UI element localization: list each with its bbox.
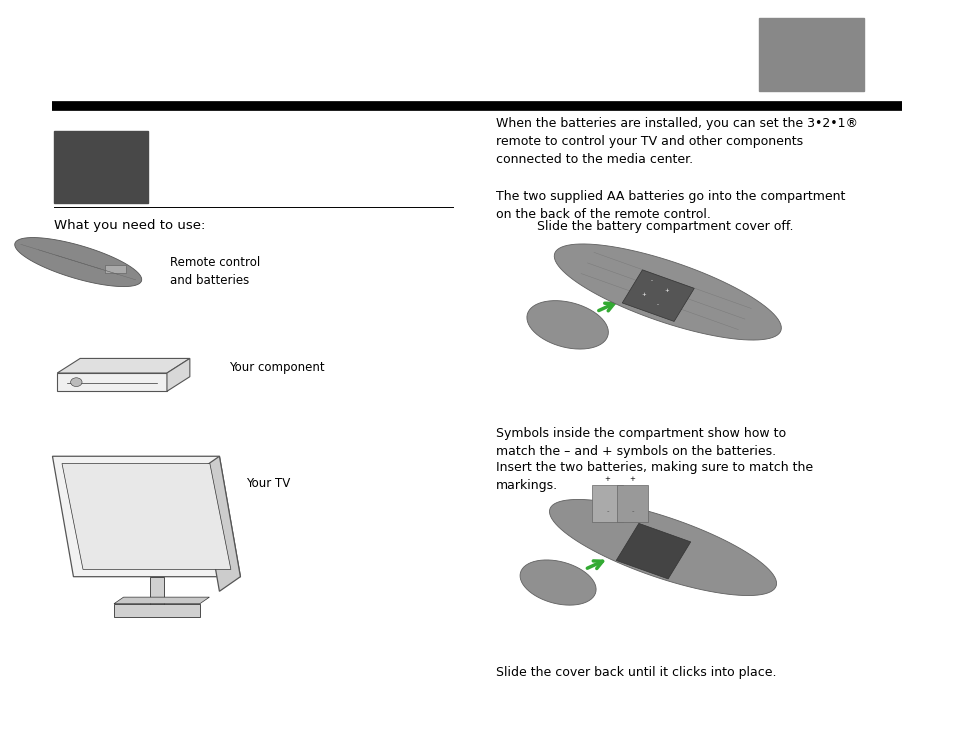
Polygon shape <box>14 237 142 287</box>
Bar <box>54 131 148 203</box>
Text: Slide the battery compartment cover off.: Slide the battery compartment cover off. <box>537 220 793 234</box>
Text: -: - <box>656 303 659 307</box>
Text: -: - <box>650 279 652 283</box>
Bar <box>114 604 200 617</box>
Polygon shape <box>198 456 240 591</box>
Bar <box>105 265 126 273</box>
Text: +: + <box>663 288 668 293</box>
Polygon shape <box>617 485 647 522</box>
Polygon shape <box>616 523 690 579</box>
Text: Remote control
and batteries: Remote control and batteries <box>170 255 260 286</box>
Polygon shape <box>554 244 781 340</box>
Polygon shape <box>114 597 209 604</box>
Text: -: - <box>606 508 608 514</box>
Text: Your component: Your component <box>229 361 324 374</box>
Polygon shape <box>519 560 596 605</box>
Text: Your TV: Your TV <box>246 477 290 490</box>
Polygon shape <box>526 301 608 349</box>
Text: Symbols inside the compartment show how to
match the – and + symbols on the batt: Symbols inside the compartment show how … <box>496 427 785 458</box>
Bar <box>151 577 164 606</box>
Polygon shape <box>57 373 167 391</box>
Polygon shape <box>621 270 694 321</box>
Polygon shape <box>62 464 231 569</box>
Polygon shape <box>592 485 622 522</box>
Bar <box>759 18 863 91</box>
Text: Slide the cover back until it clicks into place.: Slide the cover back until it clicks int… <box>496 666 776 679</box>
Text: -: - <box>631 508 633 514</box>
Text: +: + <box>629 476 635 482</box>
Polygon shape <box>52 456 240 577</box>
Circle shape <box>71 378 82 387</box>
Polygon shape <box>549 499 776 596</box>
Text: +: + <box>604 476 610 482</box>
Polygon shape <box>167 358 190 391</box>
Polygon shape <box>57 358 190 373</box>
Text: The two supplied AA batteries go into the compartment
on the back of the remote : The two supplied AA batteries go into th… <box>496 190 844 220</box>
Text: Insert the two batteries, making sure to match the
markings.: Insert the two batteries, making sure to… <box>496 461 812 492</box>
Text: What you need to use:: What you need to use: <box>54 219 206 232</box>
Text: When the batteries are installed, you can set the 3•2•1®
remote to control your : When the batteries are installed, you ca… <box>496 117 857 166</box>
Text: +: + <box>640 292 645 297</box>
